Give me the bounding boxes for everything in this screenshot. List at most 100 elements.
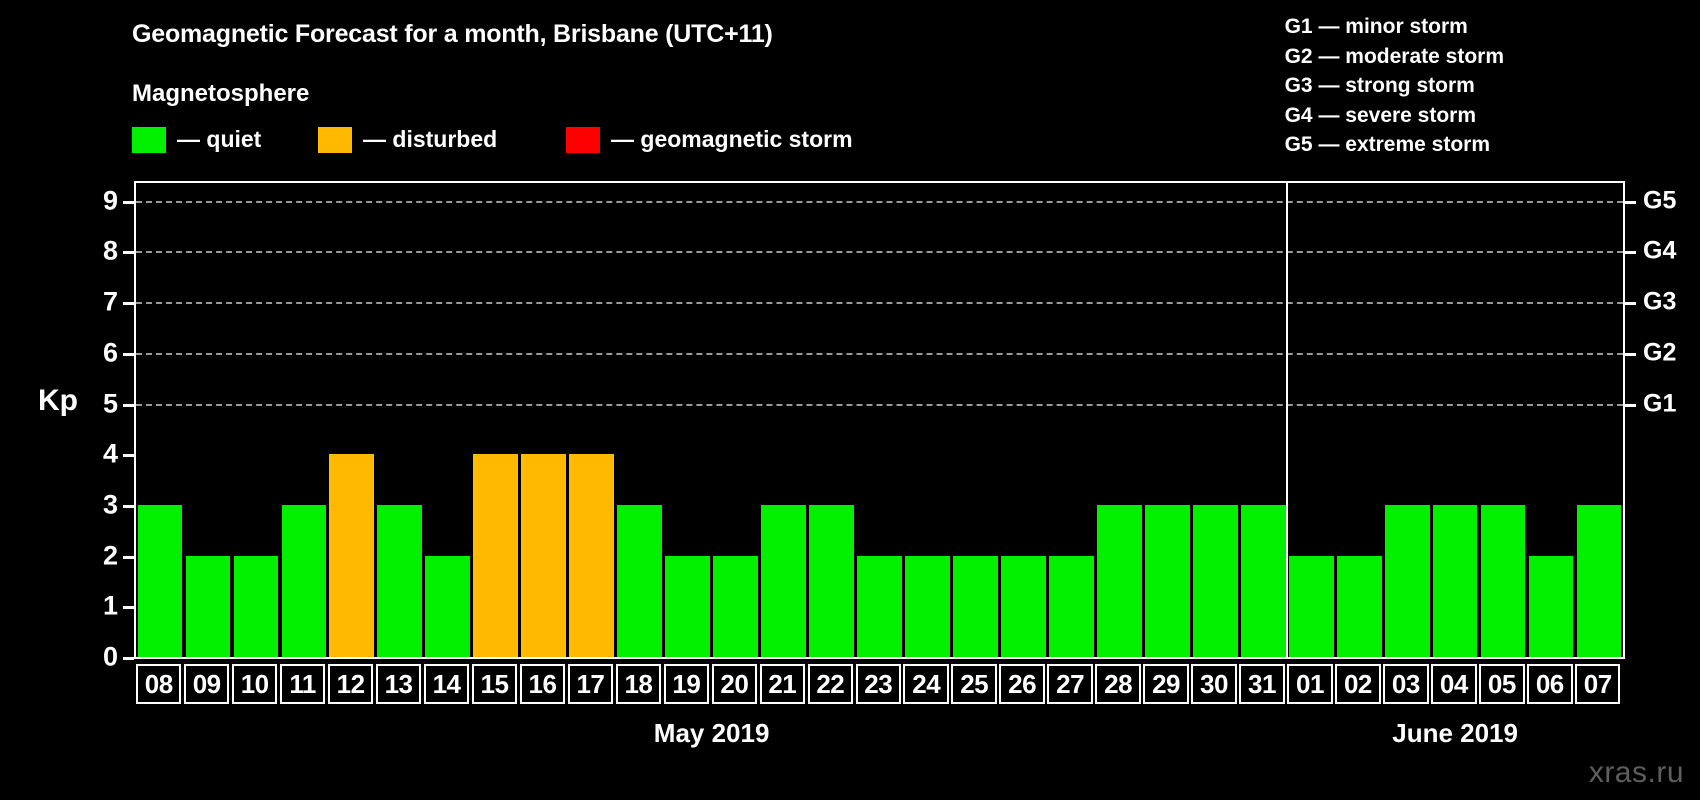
bar-day-26 <box>1001 555 1046 657</box>
day-label-11: 11 <box>279 664 326 704</box>
storm-scale-line-1: G1 — minor storm <box>1284 15 1468 38</box>
legend-swatch-icon <box>318 126 352 153</box>
bar-day-18 <box>617 504 663 657</box>
y-tick-label-9: 9 <box>102 185 118 216</box>
bar-day-31 <box>1240 504 1286 657</box>
g-tick-mark-G1 <box>1625 403 1636 407</box>
g-tick-mark-G2 <box>1625 352 1636 356</box>
day-label-29: 29 <box>1143 664 1189 704</box>
plot-inner <box>136 183 1623 657</box>
day-label-04: 04 <box>1431 664 1477 704</box>
bar-day-12 <box>329 454 375 657</box>
y-tick-label-3: 3 <box>102 489 118 520</box>
day-label-02: 02 <box>1335 664 1381 704</box>
g-tick-label-G5: G5 <box>1643 186 1677 215</box>
magnetosphere-section-label: Magnetosphere <box>132 80 310 107</box>
y-tick-label-2: 2 <box>102 540 118 571</box>
bar-day-28 <box>1096 504 1142 657</box>
bar-day-02 <box>1336 555 1382 657</box>
bar-day-27 <box>1048 555 1094 657</box>
day-label-03: 03 <box>1383 664 1429 704</box>
y-tick-label-5: 5 <box>102 388 118 419</box>
day-label-01: 01 <box>1287 664 1333 704</box>
day-labels-row: 08 09 10 11 12 13 14 15 16 17 18 19 20 21 22 23 24 25 26 27… <box>134 664 1625 704</box>
watermark: xras.ru <box>1588 756 1684 789</box>
month-caption-june: June 2019 <box>1392 718 1518 748</box>
day-label-08: 08 <box>136 664 182 704</box>
storm-scale-line-2: G2 — moderate storm <box>1284 44 1504 68</box>
month-divider <box>1286 183 1289 657</box>
bar-day-13 <box>377 504 423 657</box>
legend-item-label: — geomagnetic storm <box>611 126 853 152</box>
y-tick-mark-9 <box>123 200 134 204</box>
day-label-21: 21 <box>759 664 806 704</box>
y-tick-mark-0 <box>123 657 134 660</box>
day-label-31: 31 <box>1239 664 1285 704</box>
gridline-kp-6 <box>136 352 1623 355</box>
gridline-kp-8 <box>136 251 1623 254</box>
bar-day-19 <box>665 555 710 657</box>
bar-day-08 <box>137 504 183 657</box>
day-label-13: 13 <box>375 664 422 704</box>
storm-scale-line-4: G4 — severe storm <box>1284 103 1477 127</box>
bars-layer <box>136 183 1623 657</box>
day-label-07: 07 <box>1575 664 1621 704</box>
y-tick-mark-4 <box>123 454 134 458</box>
legend-item-label: — disturbed <box>363 126 498 152</box>
storm-scale-line-5: G5 — extreme storm <box>1284 133 1491 156</box>
y-tick-label-6: 6 <box>102 337 118 368</box>
y-tick-mark-3 <box>123 504 134 508</box>
bar-day-25 <box>953 555 998 657</box>
bar-day-06 <box>1528 555 1574 657</box>
bar-day-29 <box>1144 504 1190 657</box>
legend-swatch-icon <box>566 126 600 153</box>
day-label-17: 17 <box>567 664 614 704</box>
g-tick-mark-G5 <box>1625 200 1636 204</box>
y-tick-label-8: 8 <box>102 235 118 266</box>
bar-day-20 <box>713 555 758 657</box>
day-label-24: 24 <box>903 664 949 704</box>
g-tick-mark-G3 <box>1625 302 1636 306</box>
bar-day-22 <box>809 504 854 657</box>
bar-day-23 <box>857 555 902 657</box>
bar-day-07 <box>1576 504 1622 657</box>
y-tick-label-1: 1 <box>102 590 118 621</box>
g-tick-label-G3: G3 <box>1643 287 1677 316</box>
gridline-kp-9 <box>136 200 1623 203</box>
y-tick-label-4: 4 <box>102 438 118 469</box>
bar-day-04 <box>1432 504 1478 657</box>
day-label-27: 27 <box>1047 664 1093 704</box>
page-title: Geomagnetic Forecast for a month, Brisba… <box>132 20 773 48</box>
y-tick-mark-1 <box>123 606 134 610</box>
legend-item-1: — quiet <box>132 126 261 153</box>
day-label-30: 30 <box>1191 664 1237 704</box>
gridline-kp-7 <box>136 302 1623 305</box>
y-tick-mark-7 <box>123 302 134 306</box>
bar-day-17 <box>569 454 615 657</box>
gridline-kp-5 <box>136 403 1623 406</box>
color-legend: — quiet — disturbed — geomagnetic storm <box>132 126 1032 154</box>
day-label-06: 06 <box>1527 664 1573 704</box>
day-label-09: 09 <box>183 664 230 704</box>
plot-area <box>134 181 1625 659</box>
bar-day-15 <box>473 454 519 657</box>
day-label-14: 14 <box>423 664 470 704</box>
bar-day-09 <box>185 555 231 657</box>
day-label-19: 19 <box>663 664 710 704</box>
bar-day-05 <box>1480 504 1526 657</box>
day-label-23: 23 <box>855 664 901 704</box>
day-label-10: 10 <box>231 664 278 704</box>
day-label-18: 18 <box>615 664 662 704</box>
g-tick-label-G4: G4 <box>1643 236 1677 265</box>
day-label-20: 20 <box>711 664 758 704</box>
day-label-05: 05 <box>1479 664 1525 704</box>
g-tick-label-G1: G1 <box>1643 389 1677 418</box>
legend-swatch-icon <box>132 126 166 153</box>
y-tick-mark-5 <box>123 403 134 407</box>
g-tick-label-G2: G2 <box>1643 338 1677 367</box>
bar-day-10 <box>233 555 279 657</box>
y-tick-mark-2 <box>123 555 134 559</box>
bar-day-14 <box>425 555 471 657</box>
bar-day-11 <box>281 504 327 657</box>
bar-day-16 <box>521 454 567 657</box>
